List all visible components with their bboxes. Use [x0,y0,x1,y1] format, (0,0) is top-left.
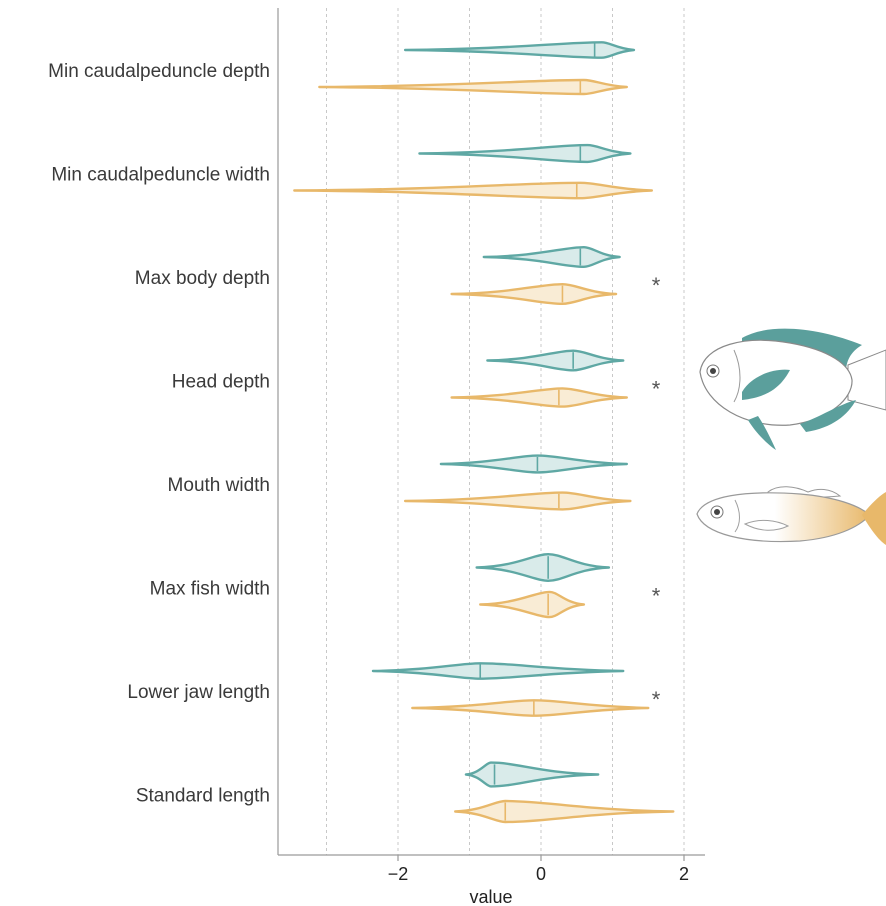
orange-violin [318,78,628,96]
teal-violin [482,246,621,268]
teal-violin [418,143,632,164]
teal-violin [475,553,611,582]
gill-line [733,349,741,403]
trait-label: Mouth width [168,475,270,496]
elongate-orange-fish-illustration [696,486,886,545]
significance-star: * [652,377,661,402]
teal-pectoral-fin [742,369,790,400]
significance-star: * [652,687,661,712]
x-tick-label: 0 [536,864,546,884]
trait-label: Min caudalpeduncle width [51,165,270,186]
teal-violin [486,349,625,372]
axes [277,8,705,856]
fish-pectoral-fin [743,519,790,531]
orange-violin [403,491,632,511]
x-tick-label: −2 [388,864,409,884]
orange-violin [450,283,618,305]
gill-line [734,499,740,533]
teal-violin [371,662,625,680]
x-axis-title: value [469,887,512,906]
teal-violin [439,454,628,474]
teal-anal-fin [800,400,856,432]
teal-violin [464,761,600,788]
trait-label: Min caudalpeduncle depth [48,61,270,82]
significance-stars: * * * * [652,273,661,712]
orange-violin [479,590,586,619]
significance-star: * [652,584,661,609]
x-tick-label: 2 [679,864,689,884]
x-ticks: −2 0 2 [388,855,689,884]
trait-label: Lower jaw length [127,682,270,703]
orange-violin [293,181,654,200]
violins [293,41,675,824]
teal-violin [403,41,636,59]
orange-violin [454,799,675,824]
trait-labels: Min caudalpeduncle depth Min caudalpedunc… [48,61,270,807]
trait-label: Max fish width [150,579,270,600]
significance-star: * [652,273,661,298]
orange-violin [450,387,628,408]
trait-label: Max body depth [135,268,270,289]
trait-label: Standard length [136,786,270,807]
orange-violin [411,699,650,717]
fish-pupil [714,509,720,515]
fish-body [696,492,871,543]
trait-label: Head depth [172,372,270,393]
orange-tail [862,492,886,545]
deep-bodied-teal-fish-illustration [699,328,886,450]
grid-lines [326,8,685,855]
teal-pelvic-fin [748,416,776,450]
fish-pupil [710,368,716,374]
